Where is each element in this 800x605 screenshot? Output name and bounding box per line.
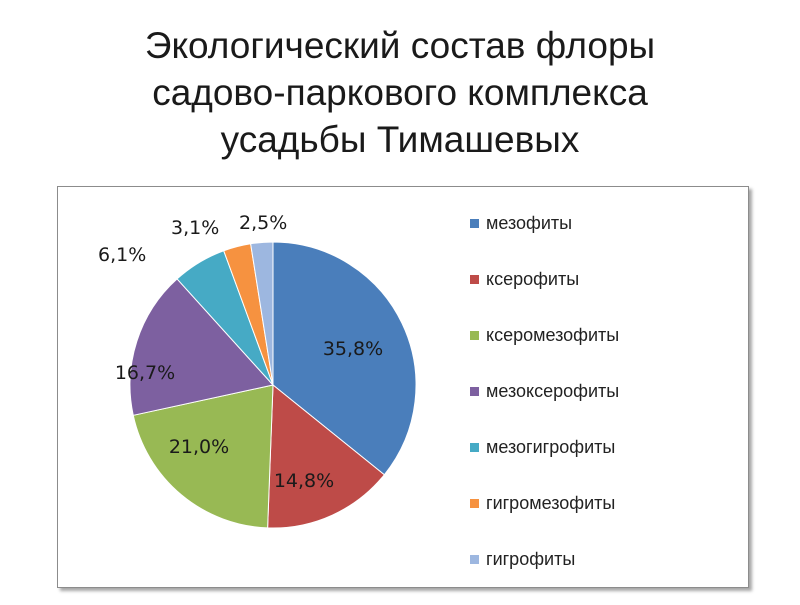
- legend-item-3: ксеромезофиты: [470, 325, 619, 381]
- legend-swatch: [470, 555, 479, 564]
- legend-item-7: гигрофиты: [470, 549, 619, 605]
- legend-label: гигрофиты: [486, 549, 576, 569]
- slide-title: Экологический состав флоры садово-парков…: [0, 22, 800, 163]
- title-line-2: садово-паркового комплекса: [152, 72, 648, 113]
- legend-swatch: [470, 499, 479, 508]
- pie-chart: 35,8% 14,8% 21,0% 16,7% 6,1% 3,1% 2,5%: [98, 212, 417, 529]
- legend-swatch: [470, 331, 479, 340]
- legend-swatch: [470, 219, 479, 228]
- legend-item-5: мезогигрофиты: [470, 437, 619, 493]
- pie-slice-7: [250, 241, 274, 386]
- legend-label: ксерофиты: [486, 269, 580, 289]
- title-line-1: Экологический состав флоры: [144, 25, 656, 66]
- pie-slice-1: [272, 241, 417, 476]
- legend-item-1: мезофиты: [470, 213, 619, 269]
- pie-slice-3: [132, 384, 274, 529]
- legend-item-2: ксерофиты: [470, 269, 619, 325]
- pie-slice-2: [267, 383, 386, 529]
- data-label-3: 21,0%: [169, 436, 229, 458]
- chart-area: 35,8% 14,8% 21,0% 16,7% 6,1% 3,1% 2,5% мезофит…: [57, 186, 749, 588]
- data-label-2: 14,8%: [274, 470, 334, 492]
- pie-slice-4: [129, 278, 274, 416]
- legend-item-4: мезоксерофиты: [470, 381, 619, 437]
- legend-label: мезоксерофиты: [486, 381, 620, 401]
- data-label-4: 16,7%: [115, 362, 175, 384]
- legend-swatch: [470, 275, 479, 284]
- data-label-1: 35,8%: [323, 338, 383, 360]
- data-label-6: 3,1%: [171, 217, 219, 239]
- legend-item-6: гигромезофиты: [470, 493, 619, 549]
- data-label-7: 2,5%: [239, 212, 287, 234]
- data-label-5: 6,1%: [98, 244, 146, 266]
- legend-swatch: [470, 387, 479, 396]
- legend-label: мезогигрофиты: [486, 437, 616, 457]
- legend-label: ксеромезофиты: [486, 325, 620, 345]
- legend-label: мезофиты: [486, 213, 573, 233]
- title-line-3: усадьбы Тимашевых: [220, 119, 580, 160]
- chart-legend: мезофиты ксерофиты ксеромезофиты мезоксероф…: [470, 213, 619, 605]
- legend-swatch: [470, 443, 479, 452]
- legend-label: гигромезофиты: [486, 493, 616, 513]
